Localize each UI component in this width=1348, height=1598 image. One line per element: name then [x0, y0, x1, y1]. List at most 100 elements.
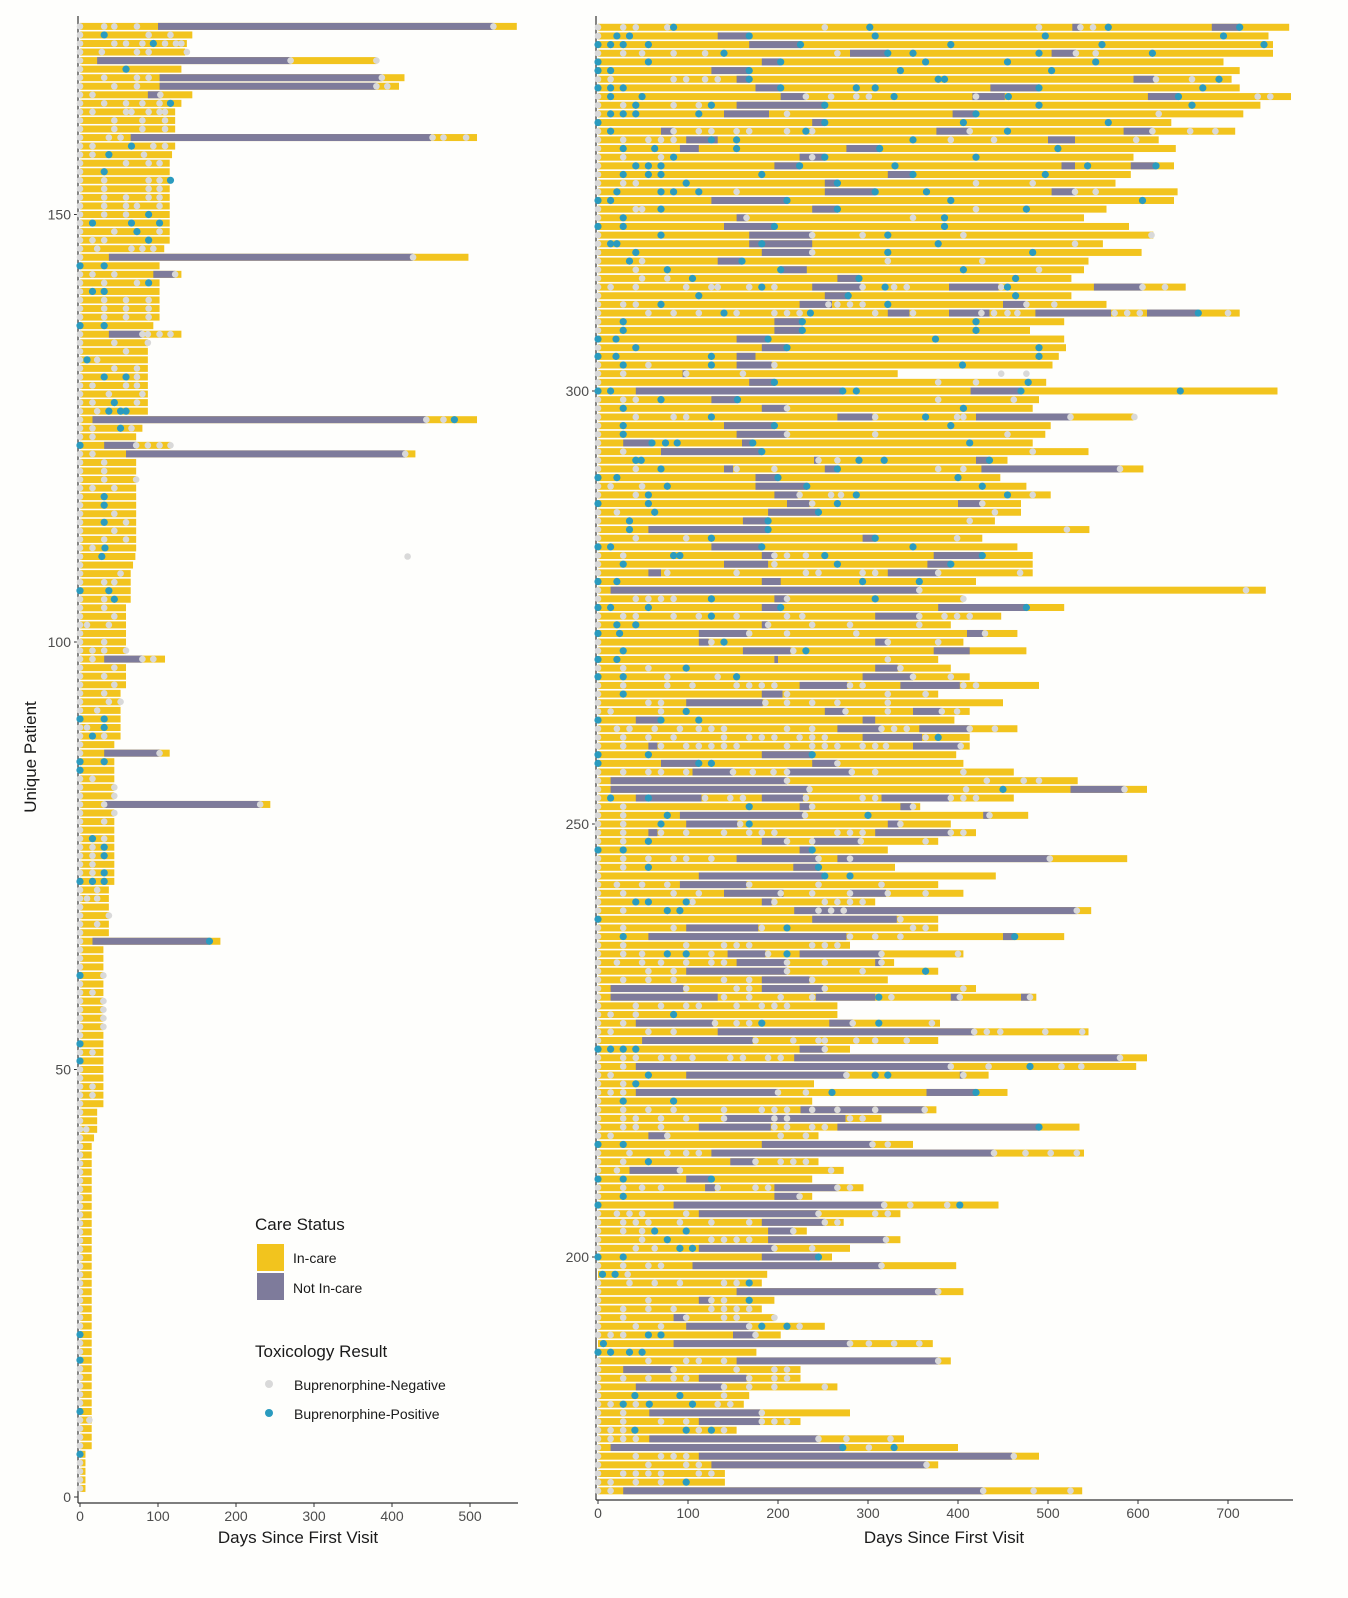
negative-tox-marker — [145, 313, 152, 321]
patient-row — [594, 595, 967, 603]
negative-tox-marker — [632, 1322, 640, 1330]
negative-tox-marker — [645, 1461, 652, 1469]
positive-tox-marker — [777, 84, 785, 92]
patient-row — [76, 997, 107, 1005]
negative-tox-marker — [808, 838, 816, 845]
negative-tox-marker — [619, 855, 627, 862]
negative-tox-marker — [848, 768, 856, 776]
positive-tox-marker — [738, 257, 746, 265]
positive-tox-marker — [594, 387, 602, 395]
not-in-care-segment — [736, 214, 747, 222]
patient-row — [594, 1244, 850, 1252]
positive-tox-marker — [1011, 932, 1019, 941]
negative-tox-marker — [619, 552, 627, 559]
patient-row — [594, 1391, 750, 1400]
not-in-care-segment — [824, 465, 840, 473]
negative-tox-marker — [76, 1339, 84, 1347]
negative-tox-marker — [953, 612, 961, 620]
negative-tox-marker — [133, 23, 141, 30]
not-in-care-segment — [1021, 993, 1030, 1001]
positive-tox-marker — [594, 629, 602, 638]
negative-tox-marker — [1004, 431, 1011, 438]
positive-tox-marker — [707, 1426, 716, 1434]
negative-tox-marker — [632, 1123, 640, 1131]
patient-row — [76, 989, 104, 997]
negative-tox-marker — [1029, 491, 1036, 499]
negative-tox-marker — [689, 1054, 696, 1062]
negative-tox-marker — [960, 413, 967, 421]
patient-row — [594, 1114, 882, 1122]
negative-tox-marker — [720, 734, 728, 741]
negative-tox-marker — [594, 1322, 602, 1330]
negative-tox-marker — [111, 527, 118, 535]
patient-row — [594, 907, 1092, 915]
negative-tox-marker — [139, 390, 146, 398]
negative-tox-marker — [960, 794, 967, 802]
in-care-bar — [598, 1184, 864, 1192]
positive-tox-marker — [76, 587, 84, 595]
negative-tox-marker — [821, 941, 829, 949]
negative-tox-marker — [777, 1132, 784, 1140]
positive-tox-marker — [774, 474, 782, 482]
negative-tox-marker — [714, 673, 721, 681]
negative-tox-marker — [771, 560, 778, 568]
negative-tox-marker — [619, 1106, 627, 1114]
in-care-bar — [80, 373, 148, 381]
positive-tox-marker — [76, 1330, 84, 1339]
not-in-care-segment — [686, 136, 718, 144]
patient-row — [594, 1314, 778, 1322]
not-in-care-segment — [761, 837, 787, 845]
patient-row — [594, 1236, 901, 1244]
negative-tox-marker — [796, 309, 803, 317]
patient-row — [76, 287, 160, 296]
negative-tox-marker — [594, 1400, 602, 1408]
negative-tox-marker — [594, 534, 602, 542]
patient-row — [594, 932, 1065, 941]
negative-tox-marker — [594, 864, 602, 871]
in-care-bar — [598, 586, 1266, 594]
not-in-care-segment — [736, 1357, 939, 1365]
negative-tox-marker — [645, 1219, 652, 1226]
positive-tox-marker — [166, 176, 175, 184]
negative-tox-marker — [76, 40, 84, 47]
not-in-care-segment — [679, 145, 699, 153]
patient-row — [594, 603, 1065, 612]
negative-tox-marker — [953, 413, 961, 421]
negative-tox-marker — [594, 23, 602, 31]
not-in-care-segment — [648, 742, 658, 750]
legend-not-in-care-swatch — [257, 1273, 284, 1300]
negative-tox-marker — [771, 682, 778, 689]
negative-tox-marker — [100, 604, 108, 612]
negative-tox-marker — [752, 1037, 759, 1044]
negative-tox-marker — [733, 1236, 740, 1243]
patient-row — [76, 168, 170, 176]
positive-tox-marker — [619, 214, 627, 222]
positive-tox-marker — [644, 1158, 653, 1166]
positive-tox-marker — [76, 1450, 84, 1458]
in-care-bar — [80, 219, 170, 227]
positive-tox-marker — [959, 118, 968, 127]
negative-tox-marker — [122, 305, 130, 312]
negative-tox-marker — [105, 698, 113, 706]
negative-tox-marker — [76, 1425, 84, 1432]
negative-tox-marker — [733, 682, 740, 689]
negative-tox-marker — [745, 734, 753, 741]
positive-tox-marker — [76, 262, 84, 270]
negative-tox-marker — [764, 1054, 772, 1062]
patient-row — [76, 1023, 107, 1031]
in-care-bar — [80, 1014, 104, 1022]
positive-tox-marker — [688, 274, 697, 283]
negative-tox-marker — [865, 1340, 873, 1347]
negative-tox-marker — [76, 1143, 84, 1150]
negative-tox-marker — [638, 950, 646, 958]
negative-tox-marker — [670, 889, 677, 897]
negative-tox-marker — [111, 23, 118, 30]
not-in-care-segment — [824, 179, 838, 187]
negative-tox-marker — [916, 621, 923, 629]
in-care-bar — [80, 1408, 92, 1415]
negative-tox-marker — [720, 829, 728, 836]
negative-tox-marker — [897, 933, 904, 940]
positive-tox-marker — [884, 300, 892, 308]
negative-tox-marker — [76, 416, 84, 424]
patient-row — [594, 387, 1278, 395]
